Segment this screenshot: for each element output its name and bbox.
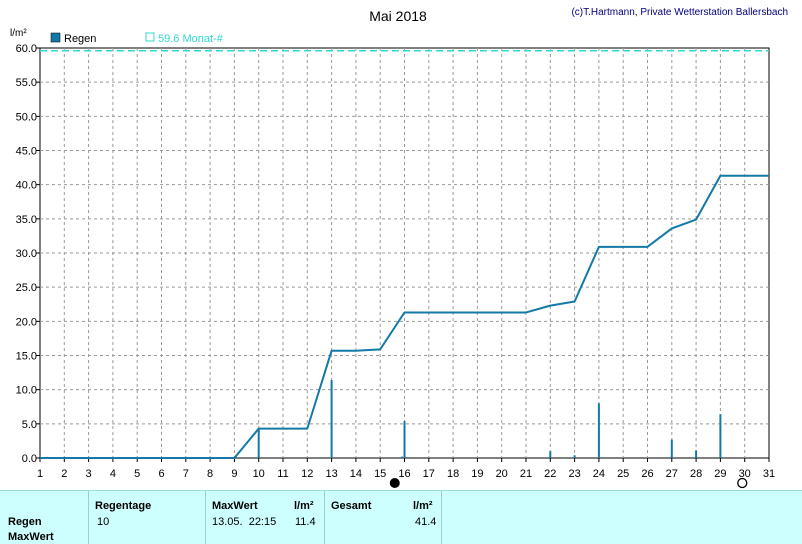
- daily-rain-bars: [257, 380, 722, 458]
- x-tick-label: 3: [86, 468, 92, 480]
- gesamt-unit: l/m²: [413, 500, 433, 512]
- y-tick-labels: 0.0 5.0 10.0 15.0 20.0 25.0 30.0 35.0 40.0 45.0 50…: [16, 43, 37, 465]
- column-divider: [441, 491, 442, 544]
- x-tick-label: 9: [231, 468, 237, 480]
- y-tick-label: 50.0: [16, 111, 37, 123]
- rain-bar: [670, 439, 673, 458]
- x-tick-label: 6: [158, 468, 164, 480]
- y-tick-label: 15.0: [16, 351, 37, 363]
- x-tick-label: 28: [690, 468, 702, 480]
- x-tick-label: 18: [447, 468, 459, 480]
- column-divider: [324, 491, 325, 544]
- regentage-value: 10: [97, 516, 110, 528]
- legend-monthly-label: 59.6 Monat-#: [158, 33, 224, 45]
- rain-bar: [573, 455, 576, 458]
- x-tick-label: 10: [253, 468, 265, 480]
- gesamt-value: 41.4: [415, 516, 437, 528]
- moon-phases: [389, 477, 748, 489]
- y-tick-label: 10.0: [16, 385, 37, 397]
- maxwert-unit: l/m²: [294, 500, 314, 512]
- rain-bar: [403, 421, 406, 458]
- x-tick-label: 24: [593, 468, 605, 480]
- x-tick-label: 7: [183, 468, 189, 480]
- x-tick-label: 4: [110, 468, 116, 480]
- x-tick-label: 20: [496, 468, 508, 480]
- x-tick-label: 15: [374, 468, 386, 480]
- x-tick-label: 22: [544, 468, 556, 480]
- rain-bar: [401, 456, 404, 458]
- x-tick-label: 29: [714, 468, 726, 480]
- x-tick-label: 31: [763, 468, 775, 480]
- y-tick-label: 0.0: [22, 453, 37, 465]
- y-tick-label: 25.0: [16, 282, 37, 294]
- rain-bar: [257, 428, 260, 458]
- y-tick-label: 60.0: [16, 43, 37, 55]
- column-divider: [205, 491, 206, 544]
- cumulative-series-line: [40, 174, 769, 459]
- x-tick-label: 16: [398, 468, 410, 480]
- gesamt-header: Gesamt: [331, 500, 372, 512]
- x-tick-labels: 1 2 3 4 5 6 7 8 9 10 11 12 13 14 15 16 17 18 19 20 21 22 23 24 2…: [37, 468, 775, 480]
- y-tick-label: 55.0: [16, 77, 37, 89]
- x-tick-label: 5: [134, 468, 140, 480]
- x-tick-label: 13: [325, 468, 337, 480]
- grid: [36, 47, 770, 462]
- rain-bar: [597, 403, 600, 458]
- maxwert-header: MaxWert: [212, 500, 258, 512]
- row-label-maxwert: MaxWert: [8, 531, 54, 543]
- x-tick-label: 17: [423, 468, 435, 480]
- x-tick-label: 25: [617, 468, 629, 480]
- y-tick-label: 5.0: [22, 419, 37, 431]
- rain-bar: [695, 450, 698, 458]
- x-tick-label: 12: [301, 468, 313, 480]
- legend-regen-label: Regen: [64, 33, 96, 45]
- regentage-header: Regentage: [95, 500, 152, 512]
- x-tick-label: 2: [61, 468, 67, 480]
- rain-bar: [719, 414, 722, 458]
- y-tick-label: 20.0: [16, 316, 37, 328]
- x-tick-label: 21: [520, 468, 532, 480]
- y-tick-label: 45.0: [16, 146, 37, 158]
- x-tick-label: 23: [568, 468, 580, 480]
- x-tick-label: 14: [350, 468, 362, 480]
- column-divider: [88, 491, 89, 544]
- x-tick-label: 27: [666, 468, 678, 480]
- rain-bar: [330, 380, 333, 458]
- x-tick-label: 11: [277, 468, 288, 480]
- legend-monthly-swatch: [145, 32, 155, 42]
- x-tick-label: 30: [739, 468, 751, 480]
- maxwert-date: 13.05. 22:15: [212, 516, 277, 528]
- x-tick-label: 1: [37, 468, 43, 480]
- full-moon-icon: [737, 477, 748, 489]
- row-label-regen: Regen: [8, 516, 42, 528]
- x-tick-label: 19: [471, 468, 483, 480]
- y-tick-label: 40.0: [16, 180, 37, 192]
- x-tick-label: 8: [207, 468, 213, 480]
- summary-table: Regentage MaxWert l/m² Gesamt l/m² Regen…: [0, 490, 802, 544]
- y-tick-label: 30.0: [16, 248, 37, 260]
- y-axis-unit: l/m²: [10, 28, 27, 39]
- rain-bar: [549, 451, 552, 458]
- y-tick-label: 35.0: [16, 214, 37, 226]
- legend-regen-swatch: [50, 32, 61, 43]
- maxwert-value: 11.4: [295, 516, 316, 528]
- chart-title: Mai 2018: [369, 8, 427, 24]
- credit-text: (c)T.Hartmann, Private Wetterstation Bal…: [571, 7, 788, 18]
- x-tick-label: 26: [641, 468, 653, 480]
- cumulative-line: [40, 174, 769, 459]
- new-moon-icon: [389, 478, 400, 488]
- rain-chart: 0.0 5.0 10.0 15.0 20.0 25.0 30.0 35.0 40.0 45.0 50…: [10, 7, 788, 489]
